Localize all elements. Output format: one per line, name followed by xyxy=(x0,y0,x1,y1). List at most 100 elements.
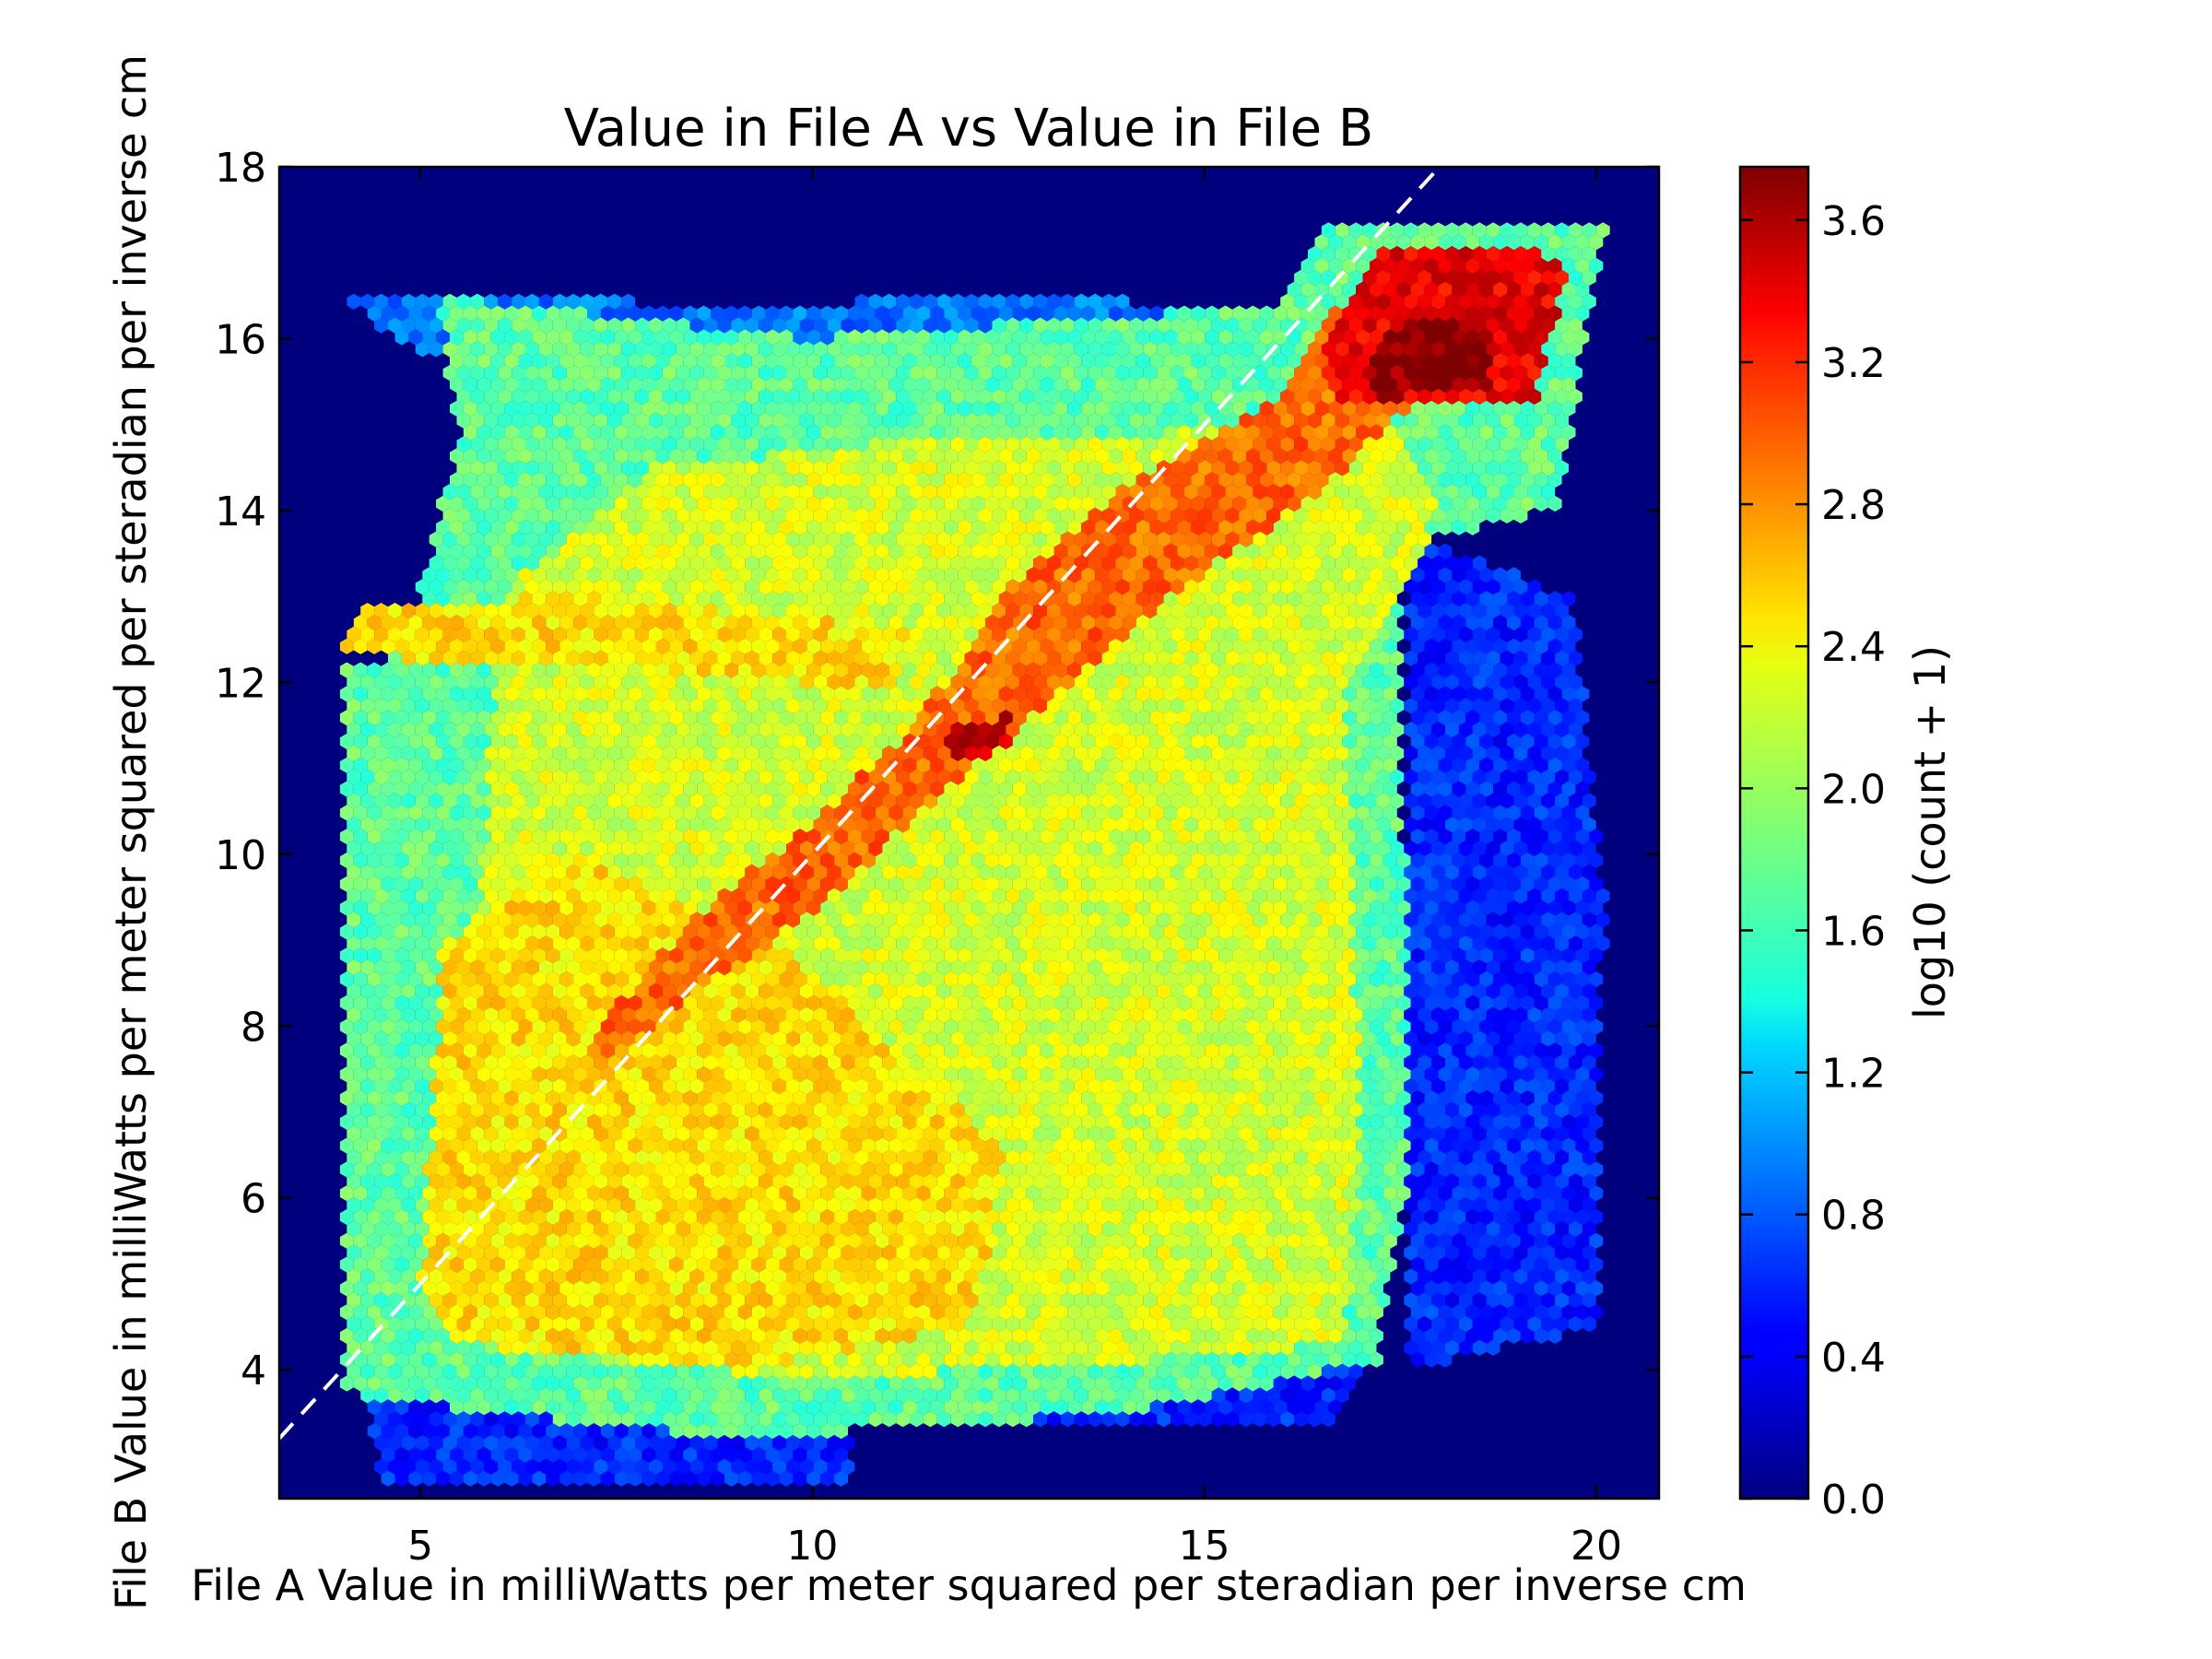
hex-cell xyxy=(1472,317,1487,334)
hex-cell xyxy=(1486,317,1500,334)
hex-cell xyxy=(669,305,684,322)
hex-cell xyxy=(436,305,450,322)
hex-cell xyxy=(731,460,746,477)
hex-cell xyxy=(944,400,959,417)
hex-cell xyxy=(985,329,999,346)
hex-cell xyxy=(1088,293,1102,310)
hex-cell xyxy=(628,353,642,370)
hex-cell xyxy=(1253,317,1267,334)
hex-cell xyxy=(799,341,814,358)
hex-cell xyxy=(1232,400,1246,417)
hex-cell xyxy=(834,448,848,465)
hex-cell xyxy=(1308,341,1322,358)
hex-cell xyxy=(1520,305,1535,322)
hex-cell xyxy=(662,460,677,477)
hex-cell xyxy=(490,376,505,394)
hex-cell xyxy=(868,460,883,477)
hex-cell xyxy=(902,424,917,441)
hex-cell xyxy=(1205,329,1219,346)
hex-cell xyxy=(429,341,443,358)
hex-cell xyxy=(985,305,999,322)
hex-cell xyxy=(1218,329,1233,346)
hex-cell xyxy=(1239,460,1253,477)
hex-cell xyxy=(580,317,594,334)
hex-cell xyxy=(1040,353,1054,370)
hex-cell xyxy=(896,460,910,477)
hex-cell xyxy=(1314,424,1329,441)
hex-cell xyxy=(1348,269,1363,286)
hex-cell xyxy=(1507,257,1521,275)
hex-cell xyxy=(1266,365,1281,382)
hex-cell xyxy=(745,412,759,429)
hex-cell xyxy=(779,400,794,417)
hex-cell xyxy=(772,341,786,358)
hex-cell xyxy=(751,448,766,465)
hex-cell xyxy=(1088,341,1102,358)
hex-cell xyxy=(1445,317,1459,334)
hex-cell xyxy=(484,317,499,334)
hex-cell xyxy=(532,448,547,465)
hex-cell xyxy=(1321,412,1335,429)
hex-cell xyxy=(607,293,622,310)
hex-cell xyxy=(1266,436,1281,453)
hex-cell xyxy=(1404,246,1418,263)
hex-cell xyxy=(841,412,855,429)
hex-cell xyxy=(1095,353,1109,370)
hex-cell xyxy=(1335,388,1349,405)
hex-cell xyxy=(1232,353,1246,370)
hex-cell xyxy=(552,365,567,382)
hex-cell xyxy=(573,376,587,394)
hex-cell xyxy=(1431,341,1445,358)
hex-cell xyxy=(1376,388,1391,405)
hex-cell xyxy=(1513,246,1528,263)
hex-cell xyxy=(737,376,752,394)
hex-cell xyxy=(759,317,773,334)
hex-cell xyxy=(745,460,759,477)
hex-cell xyxy=(1218,424,1233,441)
hex-cell xyxy=(1500,436,1514,453)
hex-cell xyxy=(1095,305,1109,322)
hex-cell xyxy=(1300,424,1315,441)
hex-cell xyxy=(1513,388,1528,405)
hex-cell xyxy=(1314,257,1329,275)
hex-cell xyxy=(1424,424,1439,441)
hex-cell xyxy=(538,388,553,405)
hex-cell xyxy=(1534,400,1548,417)
hex-cell xyxy=(1259,329,1274,346)
hex-cell xyxy=(916,353,931,370)
hex-cell xyxy=(1074,388,1088,405)
hex-cell xyxy=(1342,234,1357,251)
hex-cell xyxy=(751,329,766,346)
hex-cell xyxy=(1060,293,1075,310)
hex-cell xyxy=(1348,388,1363,405)
hex-cell xyxy=(525,436,539,453)
hex-cell xyxy=(806,448,821,465)
hex-cell xyxy=(1300,376,1315,394)
hex-cell xyxy=(868,365,883,382)
hex-cell xyxy=(971,424,985,441)
hex-cell xyxy=(1541,365,1556,382)
hex-cell xyxy=(1006,293,1020,310)
hex-cell xyxy=(1074,412,1088,429)
hex-cell xyxy=(944,329,959,346)
hex-cell xyxy=(1143,388,1158,405)
hex-cell xyxy=(1143,317,1158,334)
hex-cell xyxy=(1074,460,1088,477)
hex-cell xyxy=(490,400,505,417)
hex-cell xyxy=(1555,293,1569,310)
hex-cell xyxy=(1382,448,1397,465)
hex-cell xyxy=(1547,376,1562,394)
hex-cell xyxy=(1396,424,1411,441)
hex-cell xyxy=(1067,329,1082,346)
hex-cell xyxy=(1287,329,1301,346)
hex-cell xyxy=(724,448,738,465)
hex-cell xyxy=(1348,341,1363,358)
hex-cell xyxy=(388,317,402,334)
hex-cell xyxy=(552,317,567,334)
hex-cell xyxy=(1171,460,1184,477)
hex-cell xyxy=(1335,222,1349,239)
hex-cell xyxy=(518,305,533,322)
hex-cell xyxy=(649,412,663,429)
hex-cell xyxy=(456,388,471,405)
hex-cell xyxy=(1356,400,1371,417)
